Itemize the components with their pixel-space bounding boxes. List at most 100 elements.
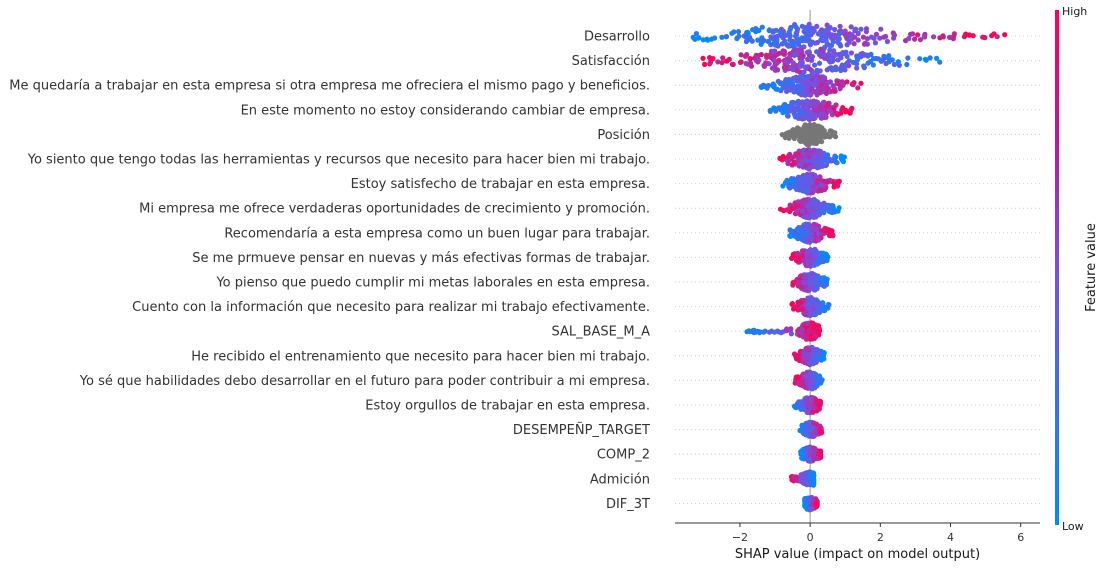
shap-point <box>781 84 787 90</box>
shap-point <box>826 31 832 37</box>
shap-point <box>806 79 812 85</box>
shap-point <box>830 39 836 45</box>
shap-point <box>807 380 813 386</box>
shap-point <box>838 67 844 74</box>
shap-point <box>805 448 811 454</box>
shap-point <box>708 36 715 42</box>
shap-point <box>771 40 778 46</box>
feature-label: DIF_3T <box>606 497 650 512</box>
shap-point <box>825 207 831 213</box>
x-tick-label: 4 <box>947 531 954 544</box>
shap-point <box>811 420 817 426</box>
shap-point <box>790 86 796 92</box>
shap-point <box>810 328 816 334</box>
shap-point <box>814 375 820 381</box>
shap-point <box>848 107 854 113</box>
shap-point <box>849 32 855 38</box>
shap-point <box>917 37 924 43</box>
shap-point <box>786 153 792 159</box>
shap-point <box>844 53 850 60</box>
shap-point <box>793 24 799 30</box>
shap-point <box>868 51 874 58</box>
shap-point <box>815 231 821 237</box>
shap-point <box>915 32 921 38</box>
feature-label: Recomendaría a esta empresa como un buen… <box>224 226 650 241</box>
feature-label: COMP_2 <box>597 448 650 463</box>
shap-point <box>816 451 822 457</box>
shap-point <box>802 178 808 184</box>
shap-point <box>764 54 770 61</box>
feature-label: He recibido el entrenamiento que necesit… <box>191 349 650 364</box>
shap-point <box>805 138 811 144</box>
shap-point <box>853 26 859 32</box>
shap-point <box>802 275 808 281</box>
shap-point <box>991 31 997 37</box>
shap-point <box>758 84 765 90</box>
shap-point <box>923 57 929 63</box>
colorbar-high-label: High <box>1062 5 1087 18</box>
shap-point <box>791 52 798 59</box>
shap-point <box>927 55 933 61</box>
shap-point <box>809 386 815 392</box>
shap-point <box>803 162 809 169</box>
feature-label: Estoy orgullos de trabajar en esta empre… <box>365 399 650 414</box>
shap-point <box>804 286 810 292</box>
shap-point <box>829 52 835 58</box>
shap-point <box>797 109 803 115</box>
shap-point <box>804 101 810 107</box>
shap-point <box>810 197 816 203</box>
shap-point <box>799 455 805 461</box>
shap-point <box>786 158 792 164</box>
shap-point <box>817 210 823 216</box>
shap-point <box>812 115 818 121</box>
shap-point <box>798 283 804 289</box>
shap-point <box>811 482 817 488</box>
shap-point <box>821 75 827 81</box>
shap-point <box>795 227 802 233</box>
shap-point <box>810 409 816 415</box>
shap-point <box>807 122 813 128</box>
feature-label: SAL_BASE_M_A <box>551 325 650 340</box>
shap-point <box>800 208 806 214</box>
shap-point <box>816 187 823 194</box>
shap-point <box>912 36 918 42</box>
shap-point <box>891 35 897 41</box>
feature-label: Admición <box>590 472 650 487</box>
shap-point <box>823 90 830 96</box>
shap-point <box>806 91 812 98</box>
shap-point <box>840 105 846 111</box>
shap-point <box>816 135 822 141</box>
shap-point <box>833 67 839 73</box>
feature-label: Satisfacción <box>572 54 650 69</box>
shap-point <box>805 175 811 181</box>
shap-point <box>787 185 793 191</box>
shap-point <box>840 50 847 57</box>
colorbar-title: Feature value <box>1084 223 1099 312</box>
shap-point <box>808 477 814 483</box>
shap-point <box>748 63 755 69</box>
shap-point <box>817 68 823 74</box>
shap-point <box>825 305 831 311</box>
feature-label: Yo pienso que puedo cumplir mi metas lab… <box>215 276 650 291</box>
shap-point <box>813 159 819 165</box>
shap-point <box>816 60 823 66</box>
shap-point <box>816 129 822 135</box>
shap-point <box>756 57 762 63</box>
shap-point <box>764 84 770 90</box>
shap-point <box>868 34 875 40</box>
shap-point <box>811 405 817 411</box>
shap-point <box>808 296 814 302</box>
colorbar-low-label: Low <box>1062 520 1084 533</box>
shap-point <box>904 61 910 68</box>
shap-point <box>809 54 816 60</box>
shap-point <box>833 110 839 116</box>
shap-point <box>878 26 884 32</box>
x-axis-title: SHAP value (impact on model output) <box>735 547 980 562</box>
shap-point <box>870 62 876 68</box>
shap-point <box>881 34 887 40</box>
shap-point <box>807 457 813 463</box>
shap-point <box>921 34 928 40</box>
feature-label: Posición <box>597 128 650 143</box>
shap-point <box>795 402 801 408</box>
shap-point <box>777 206 784 212</box>
